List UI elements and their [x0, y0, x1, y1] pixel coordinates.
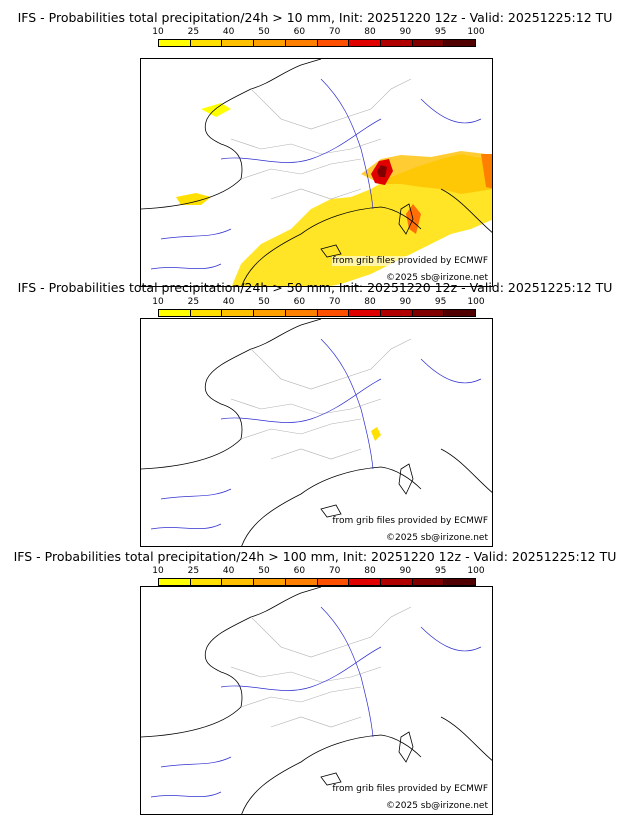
colorbar-swatch [254, 40, 286, 46]
colorbar-tick-label: 40 [222, 27, 235, 37]
colorbar-tick-label: 100 [467, 27, 485, 37]
colorbar-tick-label: 25 [187, 297, 200, 307]
colorbar-swatch [190, 579, 223, 585]
rain-shading [371, 427, 381, 441]
map-panel-10mm: IFS - Probabilities total precipitation/… [0, 10, 630, 287]
colorbar-tick-label: 60 [293, 27, 306, 37]
colorbar-tick-label: 90 [399, 27, 412, 37]
colorbar-swatch [444, 40, 476, 46]
copyright: ©2025 sb@irizone.net [386, 273, 488, 283]
colorbar-labels: 10 25 40 50 60 70 80 90 95 100 [152, 566, 484, 577]
data-credit: from grib files provided by ECMWF [332, 784, 488, 794]
colorbar-swatch [254, 579, 286, 585]
precipitation-map: from grib files provided by ECMWF ©2025 … [140, 318, 493, 547]
copyright: ©2025 sb@irizone.net [386, 533, 488, 543]
rivers [150, 606, 482, 798]
colorbar-swatch [222, 40, 255, 46]
colorbar-swatch [190, 310, 223, 316]
colorbar-tick-label: 10 [152, 566, 164, 576]
panel-title: IFS - Probabilities total precipitation/… [17, 280, 613, 295]
colorbar-labels: 10 25 40 50 60 70 80 90 95 100 [152, 297, 484, 308]
colorbar-swatch [190, 40, 223, 46]
colorbar-swatch [412, 310, 445, 316]
colorbar-swatch [254, 310, 286, 316]
data-credit: from grib files provided by ECMWF [332, 256, 488, 266]
colorbar-tick-label: 10 [152, 27, 164, 37]
colorbar-tick-label: 95 [434, 566, 447, 576]
colorbar-tick-label: 25 [187, 566, 200, 576]
data-credit: from grib files provided by ECMWF [332, 516, 488, 526]
colorbar-boxes [158, 309, 476, 317]
colorbar-swatch [444, 579, 476, 585]
colorbar-tick-label: 50 [258, 566, 270, 576]
colorbar-swatch [317, 579, 350, 585]
borders [230, 338, 412, 460]
colorbar-tick-label: 95 [434, 27, 447, 37]
copyright: ©2025 sb@irizone.net [386, 801, 488, 811]
colorbar-swatch [285, 579, 318, 585]
map-svg [141, 59, 492, 286]
colorbar-swatch [159, 310, 191, 316]
colorbar-tick-label: 95 [434, 297, 447, 307]
colorbar-tick-label: 100 [467, 297, 485, 307]
colorbar-tick-label: 80 [364, 27, 376, 37]
colorbar: 10 25 40 50 60 70 80 90 95 100 [152, 566, 485, 586]
colorbar-tick-label: 40 [222, 566, 235, 576]
colorbar-tick-label: 25 [187, 27, 200, 37]
panel-title: IFS - Probabilities total precipitation/… [13, 549, 617, 564]
colorbar-swatch [380, 579, 413, 585]
colorbar-tick-label: 80 [364, 566, 376, 576]
colorbar-swatch [380, 310, 413, 316]
colorbar-swatch [349, 579, 381, 585]
colorbar: 10 25 40 50 60 70 80 90 95 100 [152, 27, 485, 47]
borders [230, 78, 412, 200]
colorbar-swatch [412, 40, 445, 46]
colorbar-tick-label: 100 [467, 566, 485, 576]
rivers [150, 78, 482, 270]
colorbar-tick-label: 90 [399, 297, 412, 307]
colorbar-tick-label: 80 [364, 297, 376, 307]
colorbar-swatch [222, 310, 255, 316]
colorbar-swatch [222, 579, 255, 585]
colorbar-tick-label: 50 [258, 297, 270, 307]
colorbar-labels: 10 25 40 50 60 70 80 90 95 100 [152, 27, 484, 38]
colorbar-swatch [317, 310, 350, 316]
rain-shading [176, 103, 492, 286]
colorbar-boxes [158, 39, 476, 47]
coastlines [141, 59, 492, 286]
colorbar-tick-label: 50 [258, 27, 270, 37]
colorbar-swatch [444, 310, 476, 316]
colorbar-tick-label: 10 [152, 297, 164, 307]
colorbar-tick-label: 70 [328, 566, 341, 576]
borders [230, 606, 412, 728]
colorbar-tick-label: 70 [328, 27, 341, 37]
colorbar-swatch [285, 310, 318, 316]
colorbar-tick-label: 60 [293, 297, 306, 307]
colorbar-swatch [285, 40, 318, 46]
map-panel-100mm: IFS - Probabilities total precipitation/… [0, 549, 630, 817]
coastlines [141, 587, 492, 814]
colorbar-swatch [159, 579, 191, 585]
colorbar-boxes [158, 578, 476, 586]
map-svg [141, 319, 492, 546]
colorbar-swatch [380, 40, 413, 46]
panel-title: IFS - Probabilities total precipitation/… [17, 10, 613, 25]
colorbar-swatch [349, 310, 381, 316]
coastlines [141, 319, 492, 546]
map-svg [141, 587, 492, 814]
colorbar-swatch [159, 40, 191, 46]
colorbar-tick-label: 60 [293, 566, 306, 576]
colorbar-tick-label: 70 [328, 297, 341, 307]
colorbar: 10 25 40 50 60 70 80 90 95 100 [152, 297, 485, 317]
precipitation-map: from grib files provided by ECMWF ©2025 … [140, 58, 493, 287]
colorbar-swatch [412, 579, 445, 585]
colorbar-tick-label: 90 [399, 566, 412, 576]
colorbar-swatch [317, 40, 350, 46]
map-panel-50mm: IFS - Probabilities total precipitation/… [0, 280, 630, 548]
precipitation-map: from grib files provided by ECMWF ©2025 … [140, 586, 493, 815]
rivers [150, 338, 482, 530]
colorbar-swatch [349, 40, 381, 46]
colorbar-tick-label: 40 [222, 297, 235, 307]
